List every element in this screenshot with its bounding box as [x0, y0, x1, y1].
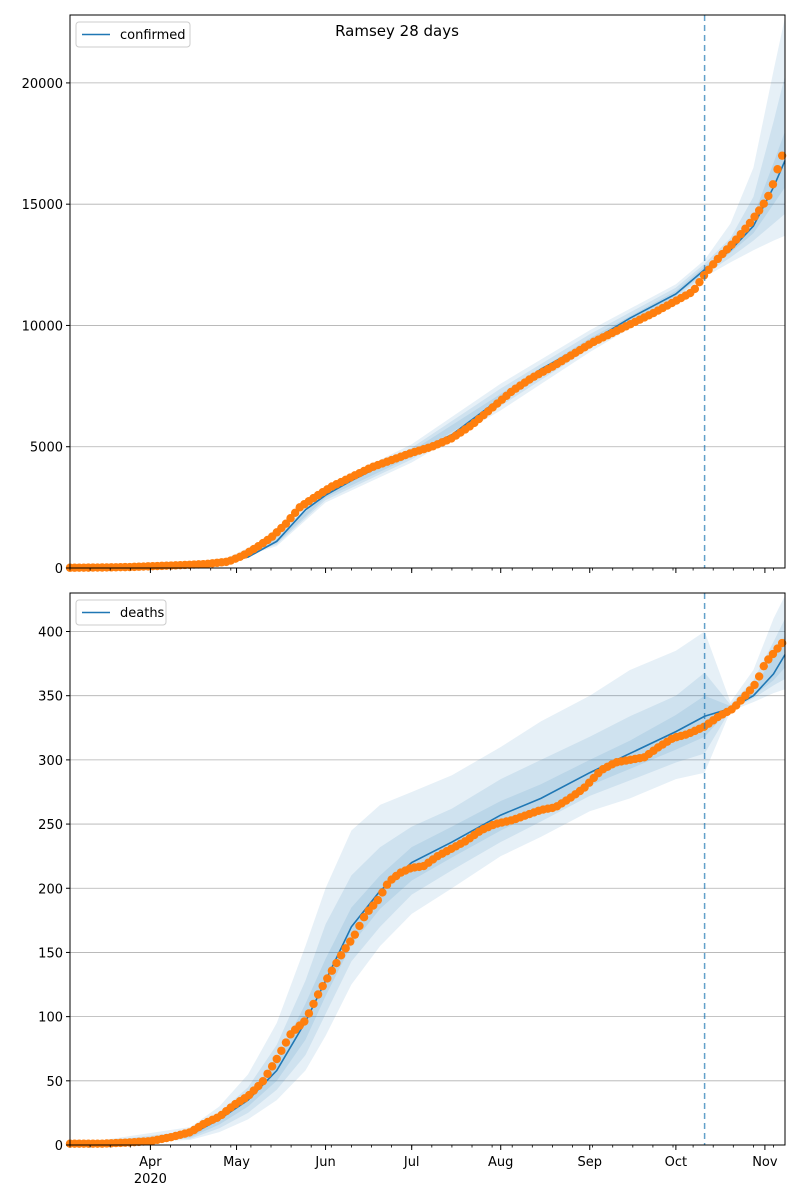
- data-point: [359, 913, 369, 922]
- y-tick-label: 200: [38, 882, 63, 897]
- data-point: [272, 1054, 281, 1064]
- x-tick-label: Sep: [577, 1155, 602, 1170]
- data-point: [777, 638, 787, 648]
- data-point: [378, 888, 387, 897]
- x-tick-label: May: [223, 1155, 250, 1170]
- legend-label: confirmed: [120, 28, 186, 43]
- data-point: [759, 661, 768, 671]
- data-point: [267, 1062, 277, 1071]
- y-tick-label: 10000: [22, 319, 63, 334]
- panel-2: 0 50 100 150 200 250 300 350 400 Apr May Jun Jul Aug S…: [38, 592, 787, 1187]
- x-tick-label: Jun: [314, 1155, 335, 1170]
- y-tick-label: 50: [46, 1075, 63, 1090]
- data-point: [346, 937, 355, 946]
- data-point: [336, 951, 346, 960]
- y-tick-label: 350: [38, 690, 63, 705]
- data-point: [323, 974, 332, 983]
- data-point: [759, 199, 768, 208]
- x-tick-label: Aug: [488, 1155, 513, 1170]
- data-point: [764, 191, 773, 201]
- data-point: [777, 151, 787, 160]
- observed-points: [65, 638, 787, 1148]
- legend-label: deaths: [120, 606, 165, 621]
- panel-1: 0 5000 10000 15000 20000 confirmed: [22, 14, 787, 577]
- confidence-band: [70, 595, 785, 1145]
- y-tick-label: 0: [55, 562, 63, 577]
- x-tick-label: Oct: [665, 1155, 687, 1170]
- data-point: [355, 921, 364, 931]
- data-point: [304, 1009, 314, 1018]
- fit-line: [69, 160, 786, 569]
- data-point: [332, 958, 341, 968]
- y-tick-label: 400: [38, 626, 63, 641]
- figure-title: Ramsey 28 days: [335, 22, 459, 40]
- data-point: [281, 1038, 291, 1047]
- data-point: [754, 672, 764, 681]
- y-tick-label: 150: [38, 946, 63, 961]
- data-point: [373, 895, 383, 905]
- y-tick-label: 300: [38, 754, 63, 769]
- data-point: [309, 999, 318, 1009]
- axes-frame: [69, 14, 786, 569]
- data-point: [750, 680, 759, 690]
- data-point: [318, 981, 327, 991]
- data-point: [350, 930, 360, 939]
- data-point: [695, 277, 704, 287]
- x-tick-label: Nov: [752, 1155, 778, 1170]
- y-tick-label: 0: [55, 1139, 63, 1154]
- data-point: [341, 944, 350, 953]
- confidence-band: [70, 75, 785, 569]
- data-point: [300, 1017, 309, 1026]
- data-point: [327, 966, 337, 975]
- data-point: [690, 284, 700, 294]
- y-tick-label: 20000: [22, 77, 63, 92]
- data-point: [741, 224, 750, 233]
- y-tick-label: 250: [38, 818, 63, 833]
- legend-box: [75, 21, 191, 48]
- y-tick-label: 5000: [30, 441, 63, 456]
- legend: deaths: [75, 599, 167, 626]
- legend-box: [75, 599, 167, 626]
- confidence-band: [70, 618, 785, 1145]
- x-tick-label: Apr: [139, 1155, 162, 1170]
- axes-frame: [69, 592, 786, 1146]
- y-tick-label: 15000: [22, 198, 63, 213]
- data-point: [745, 218, 755, 228]
- data-point: [263, 1069, 272, 1078]
- data-point: [277, 1046, 286, 1055]
- data-point: [750, 212, 759, 221]
- data-point: [258, 1076, 268, 1086]
- data-point: [773, 165, 782, 174]
- data-point: [754, 206, 764, 215]
- data-point: [768, 180, 778, 189]
- y-tick-label: 100: [38, 1011, 63, 1026]
- x-tick-label: Jul: [403, 1155, 420, 1170]
- x-year-label: 2020: [134, 1172, 167, 1187]
- data-point: [313, 990, 323, 999]
- observed-points: [65, 151, 787, 572]
- legend: confirmed: [75, 21, 191, 48]
- confidence-band: [70, 131, 785, 568]
